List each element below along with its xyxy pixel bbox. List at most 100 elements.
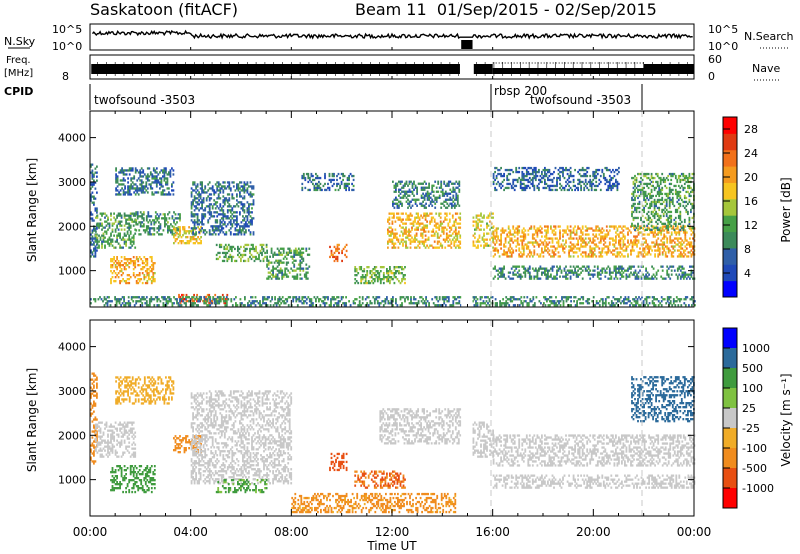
power-cell (164, 225, 166, 228)
power-cell (237, 185, 240, 188)
power-cell (656, 174, 659, 178)
power-cell (516, 178, 519, 182)
power-cell (421, 242, 424, 245)
power-cell (242, 209, 244, 212)
power-cell (577, 273, 579, 276)
power-cell (665, 212, 668, 216)
power-cell (568, 188, 570, 192)
power-cell (275, 273, 277, 276)
power-cell (129, 226, 132, 229)
power-cell (395, 186, 397, 189)
power-cell (282, 257, 285, 260)
power-cell (581, 265, 584, 268)
power-cell (451, 238, 454, 241)
power-cell (550, 225, 552, 228)
power-cell (559, 265, 561, 268)
power-cell (394, 228, 397, 231)
power-cell (509, 229, 512, 232)
power-cell (584, 225, 587, 228)
power-cell (658, 247, 661, 250)
power-cell (565, 166, 567, 170)
power-cell (388, 218, 391, 221)
power-cell (198, 193, 200, 196)
power-cell (213, 229, 216, 232)
power-cell (226, 245, 229, 249)
power-cell (432, 234, 435, 237)
power-cell (586, 255, 589, 258)
power-cell (179, 295, 182, 299)
power-cell (457, 246, 460, 249)
power-cell (309, 176, 311, 180)
power-cell (616, 188, 619, 192)
power-cell (122, 169, 125, 172)
power-cell (527, 180, 530, 184)
power-cell (228, 181, 231, 184)
power-cell (195, 191, 197, 194)
power-cell (148, 175, 151, 178)
power-cell (288, 251, 291, 254)
power-cell (659, 176, 662, 180)
power-cell (544, 269, 546, 272)
power-cell (559, 233, 561, 236)
power-cell (309, 178, 311, 182)
power-cell (430, 244, 433, 247)
power-cell (420, 228, 422, 231)
power-cell (363, 270, 366, 273)
power-cell (396, 238, 398, 241)
power-cell (692, 251, 694, 254)
power-cell (148, 231, 151, 234)
power-cell (91, 181, 94, 184)
power-cell (634, 271, 637, 274)
power-cell (251, 195, 253, 198)
power-cell (137, 274, 140, 277)
power-cell (444, 212, 447, 215)
power-cell (541, 235, 543, 238)
power-cell (217, 233, 220, 236)
power-cell (631, 204, 633, 208)
power-cell (279, 271, 282, 274)
power-cell (689, 277, 691, 280)
power-cell (166, 181, 169, 184)
power-cell (654, 255, 656, 258)
power-cell (425, 194, 427, 197)
power-cell (604, 182, 607, 186)
power-cell (331, 172, 334, 176)
power-cell (202, 201, 205, 204)
power-cell (285, 267, 288, 270)
power-cell (445, 228, 448, 231)
power-cell (637, 228, 639, 231)
power-cell (376, 272, 379, 275)
power-cell (305, 249, 308, 252)
power-cell (605, 168, 608, 172)
power-cell (126, 218, 129, 221)
power-cell (171, 231, 174, 234)
power-cell (504, 229, 507, 232)
power-cell (539, 174, 542, 178)
power-cell (649, 231, 652, 234)
freq-band-2 (473, 64, 493, 74)
power-cell (202, 229, 205, 232)
power-cell (598, 271, 601, 274)
power-cell (436, 226, 439, 229)
power-cell (652, 241, 655, 244)
power-cell (456, 182, 459, 185)
power-cell (581, 241, 584, 244)
power-cell (134, 218, 137, 221)
power-cell (199, 195, 202, 198)
power-cell (668, 182, 671, 186)
power-cell (423, 240, 425, 243)
power-cell (646, 243, 649, 246)
power-cell (423, 242, 425, 245)
power-cell (230, 255, 233, 259)
power-cell (657, 247, 660, 250)
power-cell (300, 251, 303, 254)
power-cell (370, 276, 373, 279)
power-cell (638, 194, 641, 198)
power-cell (627, 255, 629, 258)
power-cell (569, 237, 572, 240)
power-cell (255, 247, 257, 251)
power-cell (481, 216, 484, 219)
power-cell (202, 199, 205, 202)
power-cell (559, 275, 561, 278)
power-cell (379, 280, 382, 283)
